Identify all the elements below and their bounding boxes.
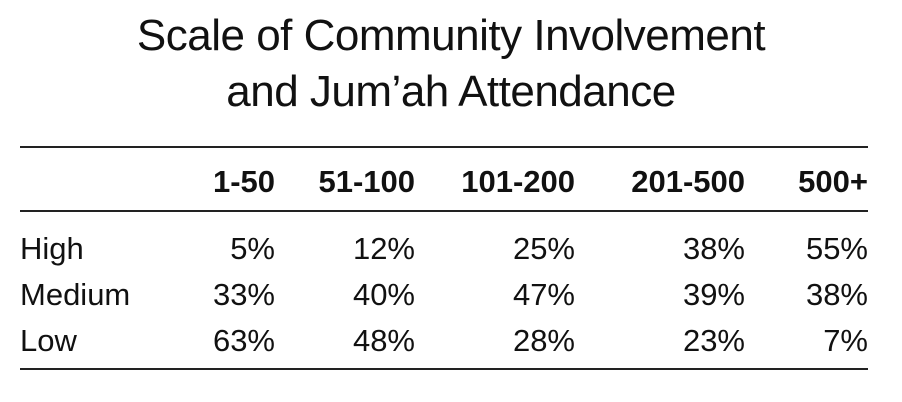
header-corner-cell: [20, 152, 170, 212]
table-cell: 55%: [805, 231, 868, 266]
column-header: 201-500: [631, 164, 745, 199]
table-cell: 40%: [352, 277, 415, 312]
row-label: Medium: [20, 277, 131, 312]
table-cell: 5%: [230, 231, 275, 266]
chart-title-line-1: Scale of Community Involvement: [136, 11, 766, 60]
table-cell: 48%: [352, 323, 415, 358]
table-cell: 38%: [805, 277, 868, 312]
table-cell: 33%: [212, 277, 275, 312]
table-cell: 7%: [823, 323, 868, 358]
column-header: 1-50: [212, 164, 275, 199]
table-header-rule: [20, 210, 868, 212]
table-bottom-rule: [20, 368, 868, 370]
chart-title: Scale of Community Involvement and Jum’a…: [0, 8, 902, 120]
table-cell: 38%: [682, 231, 745, 266]
table-row: Low 63% 48% 28% 23% 7%: [20, 318, 868, 364]
table-row: High 5% 12% 25% 38% 55%: [20, 212, 868, 272]
row-label: High: [20, 231, 84, 266]
table-cell: 12%: [352, 231, 415, 266]
table-header-row: 1-50 51-100 101-200 201-500 500+: [20, 152, 868, 212]
table-cell: 25%: [512, 231, 575, 266]
table-cell: 39%: [682, 277, 745, 312]
table-cell: 28%: [512, 323, 575, 358]
table-row: Medium 33% 40% 47% 39% 38%: [20, 272, 868, 318]
table-top-rule: [20, 146, 868, 148]
table-cell: 63%: [212, 323, 275, 358]
table-cell: 23%: [682, 323, 745, 358]
table-cell: 47%: [512, 277, 575, 312]
chart-title-line-2: and Jum’ah Attendance: [226, 67, 676, 116]
column-header: 51-100: [318, 164, 415, 199]
row-label: Low: [20, 323, 77, 358]
column-header: 500+: [798, 164, 868, 199]
column-header: 101-200: [461, 164, 575, 199]
attendance-table: 1-50 51-100 101-200 201-500 500+ High 5%…: [20, 152, 868, 364]
